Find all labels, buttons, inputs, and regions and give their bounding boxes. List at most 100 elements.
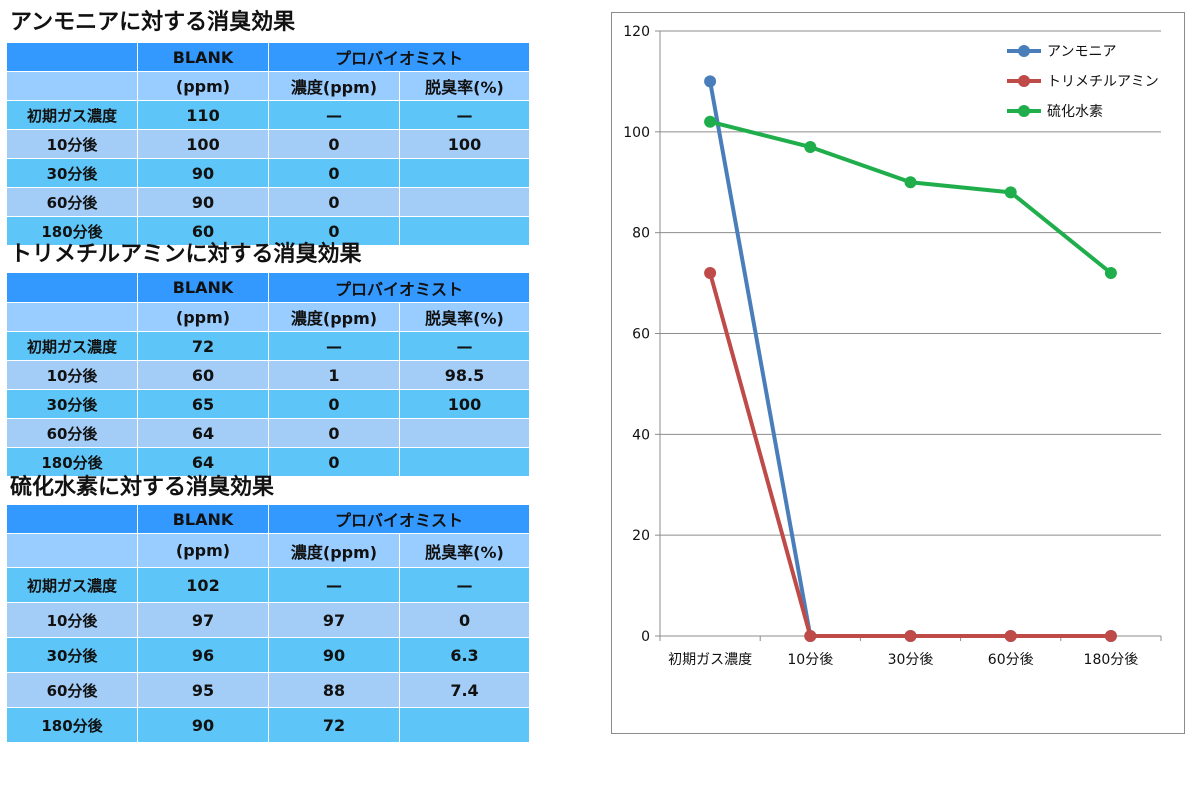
row-label: 60分後 bbox=[6, 418, 138, 448]
row-label: 10分後 bbox=[6, 360, 138, 390]
subheader-concentration: 濃度(ppm) bbox=[268, 533, 400, 568]
y-tick-label: 80 bbox=[632, 226, 650, 242]
data-point bbox=[904, 630, 917, 642]
series-line-3 bbox=[709, 119, 1113, 275]
concentration-value: 72 bbox=[268, 707, 400, 743]
ammonia-table: BLANK プロバイオミスト (ppm) 濃度(ppm) 脱臭率(%) 初期ガス… bbox=[6, 42, 531, 246]
legend-marker bbox=[1018, 45, 1030, 57]
x-tick-label: 初期ガス濃度 bbox=[668, 651, 752, 668]
concentration-value: 1 bbox=[268, 360, 400, 390]
table-row: 初期ガス濃度 110 — — bbox=[6, 100, 531, 130]
row-label: 60分後 bbox=[6, 187, 138, 217]
y-tick-label: 100 bbox=[623, 125, 650, 141]
concentration-value: 0 bbox=[268, 187, 400, 217]
blank-value: 102 bbox=[137, 567, 269, 603]
blank-value: 110 bbox=[137, 100, 269, 130]
table-row: 初期ガス濃度 72 — — bbox=[6, 331, 531, 361]
table-row: 30分後 65 0 100 bbox=[6, 389, 531, 419]
blank-value: 96 bbox=[137, 637, 269, 673]
concentration-value: 0 bbox=[268, 447, 400, 477]
table-row: 30分後 96 90 6.3 bbox=[6, 637, 531, 673]
table-row: 180分後 60 0 bbox=[6, 216, 531, 246]
subheader-blank-unit: (ppm) bbox=[137, 71, 269, 101]
table-row: 10分後 100 0 100 bbox=[6, 129, 531, 159]
legend-label: 硫化水素 bbox=[1047, 104, 1103, 120]
rate-value bbox=[398, 216, 531, 246]
rate-value bbox=[398, 187, 531, 217]
rate-value: 7.4 bbox=[398, 672, 531, 708]
legend-label: アンモニア bbox=[1047, 44, 1116, 60]
legend-label: トリメチルアミン bbox=[1047, 74, 1159, 90]
blank-value: 72 bbox=[137, 331, 269, 361]
table-row: 180分後 64 0 bbox=[6, 447, 531, 477]
data-point bbox=[1104, 267, 1117, 279]
hydrogen-sulfide-table: BLANK プロバイオミスト (ppm) 濃度(ppm) 脱臭率(%) 初期ガス… bbox=[6, 504, 531, 743]
line-chart: 0 20 40 60 80 100 120 初期ガス濃度 10分後 30分後 60分後 180分後 アン… bbox=[623, 24, 1162, 668]
concentration-value: 0 bbox=[268, 389, 400, 419]
table-row: 初期ガス濃度 102 — — bbox=[6, 567, 531, 603]
table-row: 30分後 90 0 bbox=[6, 158, 531, 188]
x-tick-label: 30分後 bbox=[888, 652, 934, 668]
header-product: プロバイオミスト bbox=[267, 272, 531, 303]
blank-value: 64 bbox=[137, 418, 269, 448]
y-tick-label: 40 bbox=[632, 427, 650, 443]
data-point bbox=[704, 75, 717, 88]
blank-value: 95 bbox=[137, 672, 269, 708]
data-point bbox=[704, 115, 717, 128]
data-point bbox=[1004, 186, 1017, 199]
blank-value: 90 bbox=[137, 187, 269, 217]
row-label: 180分後 bbox=[6, 216, 138, 246]
rate-value bbox=[398, 418, 531, 448]
blank-value: 100 bbox=[137, 129, 269, 159]
concentration-value: 0 bbox=[268, 216, 400, 246]
header-corner bbox=[6, 42, 138, 72]
header-blank: BLANK bbox=[137, 504, 269, 534]
data-point bbox=[1004, 630, 1017, 642]
concentration-value: — bbox=[268, 567, 400, 603]
concentration-value: — bbox=[268, 331, 400, 361]
rate-value: 100 bbox=[398, 389, 531, 419]
y-tick-label: 0 bbox=[641, 629, 650, 645]
data-point bbox=[704, 267, 717, 279]
row-label: 30分後 bbox=[6, 158, 138, 188]
concentration-value: 90 bbox=[268, 637, 400, 673]
x-tick-label: 10分後 bbox=[787, 652, 833, 668]
row-label: 初期ガス濃度 bbox=[6, 567, 138, 603]
header-blank: BLANK bbox=[137, 42, 269, 72]
header-corner bbox=[6, 272, 138, 303]
legend-marker bbox=[1018, 105, 1030, 117]
header-corner bbox=[6, 504, 138, 534]
table-row: 180分後 90 72 bbox=[6, 707, 531, 743]
concentration-value: — bbox=[268, 100, 400, 130]
table-row: 10分後 60 1 98.5 bbox=[6, 360, 531, 390]
table-row: 10分後 97 97 0 bbox=[6, 602, 531, 638]
legend-marker bbox=[1018, 75, 1030, 87]
x-tick-label: 180分後 bbox=[1084, 652, 1139, 668]
row-label: 180分後 bbox=[6, 707, 138, 743]
series-line-2 bbox=[708, 272, 1111, 638]
data-point bbox=[1104, 630, 1117, 642]
subheader-corner bbox=[6, 71, 138, 101]
line-chart-frame: 0 20 40 60 80 100 120 初期ガス濃度 10分後 30分後 60分後 180分後 アン… bbox=[611, 12, 1185, 734]
subheader-corner bbox=[6, 302, 138, 332]
row-label: 初期ガス濃度 bbox=[6, 331, 138, 361]
subheader-corner bbox=[6, 533, 138, 568]
x-tick-label: 60分後 bbox=[988, 652, 1034, 668]
data-point bbox=[804, 630, 817, 642]
rate-value bbox=[398, 158, 531, 188]
y-tick-label: 120 bbox=[623, 24, 650, 40]
blank-value: 90 bbox=[137, 707, 269, 743]
rate-value: 0 bbox=[398, 602, 531, 638]
data-point bbox=[804, 140, 817, 153]
header-blank: BLANK bbox=[137, 272, 269, 303]
blank-value: 64 bbox=[137, 447, 269, 477]
concentration-value: 0 bbox=[268, 129, 400, 159]
rate-value bbox=[398, 707, 531, 743]
rate-value: 6.3 bbox=[398, 637, 531, 673]
concentration-value: 0 bbox=[268, 418, 400, 448]
trimethylamine-table: BLANK プロバイオミスト (ppm) 濃度(ppm) 脱臭率(%) 初期ガス… bbox=[6, 272, 531, 477]
row-label: 30分後 bbox=[6, 637, 138, 673]
blank-value: 60 bbox=[137, 360, 269, 390]
rate-value: — bbox=[398, 331, 531, 361]
table-row: 60分後 64 0 bbox=[6, 418, 531, 448]
